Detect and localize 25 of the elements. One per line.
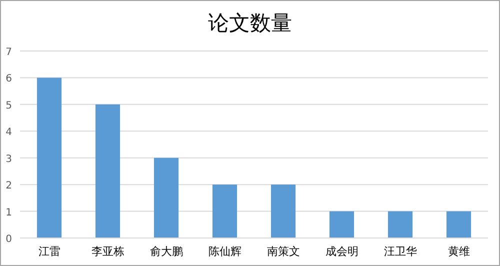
chart-title: 论文数量 (208, 11, 292, 35)
y-tick-label: 4 (6, 127, 12, 138)
bar (95, 104, 120, 238)
x-tick-label: 黄维 (448, 245, 470, 258)
y-tick-label: 6 (6, 74, 12, 85)
x-tick-label: 成会明 (325, 245, 358, 258)
x-tick-label: 江雷 (38, 245, 60, 258)
y-tick-label: 5 (6, 100, 12, 112)
bar (388, 211, 413, 238)
x-tick-label: 李亚栋 (91, 245, 124, 258)
y-tick-label: 1 (6, 207, 12, 218)
y-tick-label: 3 (6, 154, 12, 165)
bar (36, 78, 62, 238)
bar (154, 158, 179, 238)
x-tick-label: 俞大鹏 (150, 245, 183, 258)
x-tick-label: 南策文 (266, 245, 300, 258)
y-tick-label: 7 (6, 47, 12, 58)
y-tick-label: 0 (6, 234, 12, 245)
x-tick-label: 陈仙辉 (208, 245, 242, 258)
bar (329, 211, 354, 238)
x-tick-label: 汪卫华 (384, 245, 417, 258)
bar (212, 184, 238, 238)
bar (446, 211, 472, 238)
y-tick-label: 2 (6, 180, 12, 192)
bar (270, 184, 296, 238)
